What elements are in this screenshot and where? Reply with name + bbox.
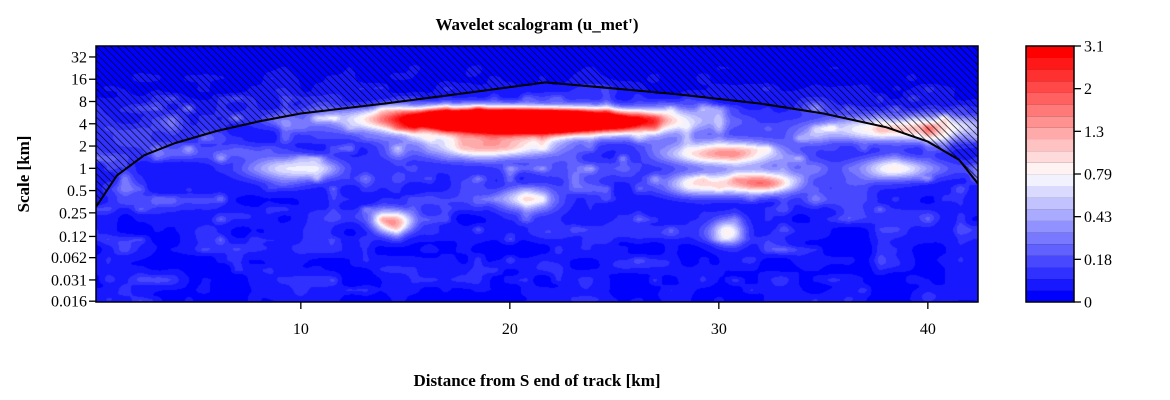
colorbar-level — [1026, 69, 1074, 82]
colorbar-level — [1026, 232, 1074, 245]
cone-of-influence-hatch — [96, 46, 978, 207]
colorbar-level — [1026, 150, 1074, 163]
colorbar-level — [1026, 174, 1074, 187]
plot-frame — [95, 45, 979, 303]
colorbar-level — [1026, 115, 1074, 128]
colorbar-level — [1026, 57, 1074, 70]
colorbar-tick-label: 0.18 — [1084, 252, 1112, 269]
x-axis: 10 20 30 40 — [293, 302, 936, 338]
colorbar-level — [1026, 255, 1074, 268]
colorbar-tick-label: 3.1 — [1084, 39, 1104, 56]
colorbar-tick-label: 0.43 — [1084, 209, 1112, 226]
y-tick-label: 0.5 — [67, 183, 87, 200]
colorbar-level — [1026, 127, 1074, 140]
y-tick-label: 8 — [79, 94, 87, 111]
colorbar-level — [1026, 104, 1074, 117]
cone-of-influence-line — [96, 81, 978, 208]
colorbar-level — [1026, 278, 1074, 291]
colorbar-level — [1026, 92, 1074, 105]
colorbar-level — [1026, 185, 1074, 198]
y-tick-label: 0.062 — [51, 250, 87, 267]
colorbar-level — [1026, 267, 1074, 280]
y-tick-label: 32 — [71, 49, 87, 66]
colorbar-level — [1026, 80, 1074, 93]
x-axis-title: Distance from S end of track [km] — [413, 371, 660, 390]
x-tick-label: 10 — [293, 321, 309, 338]
colorbar-tick-label: 1.3 — [1084, 124, 1104, 141]
colorbar-level — [1026, 243, 1074, 256]
y-tick-label: 2 — [79, 139, 87, 156]
colorbar-tick-label: 0.79 — [1084, 167, 1112, 184]
chart-title: Wavelet scalogram (u_met') — [436, 15, 639, 34]
plot-area — [96, 46, 978, 302]
x-tick-label: 20 — [502, 321, 518, 338]
colorbar-level — [1026, 220, 1074, 233]
y-tick-label: 0.12 — [59, 229, 87, 246]
x-tick-label: 40 — [920, 321, 936, 338]
colorbar-level — [1026, 46, 1074, 59]
colorbar: 0 0.18 0.43 0.79 1.3 2 3.1 — [1025, 39, 1112, 312]
y-tick-label: 0.25 — [59, 205, 87, 222]
colorbar-level — [1026, 197, 1074, 210]
colorbar-level — [1026, 139, 1074, 152]
y-tick-label: 16 — [71, 72, 87, 89]
x-tick-label: 30 — [711, 321, 727, 338]
y-tick-label: 4 — [79, 116, 87, 133]
colorbar-level — [1026, 162, 1074, 175]
y-axis: 0.016 0.031 0.062 0.12 0.25 0.5 1 2 4 8 16 32 — [51, 49, 96, 311]
y-axis-title: Scale [km] — [14, 136, 33, 213]
colorbar-level — [1026, 290, 1074, 303]
colorbar-tick-label: 0 — [1084, 295, 1092, 312]
y-tick-label: 1 — [79, 161, 87, 178]
y-tick-label: 0.031 — [51, 272, 87, 289]
colorbar-level — [1026, 208, 1074, 221]
y-tick-label: 0.016 — [51, 294, 87, 311]
colorbar-tick-label: 2 — [1084, 81, 1092, 98]
